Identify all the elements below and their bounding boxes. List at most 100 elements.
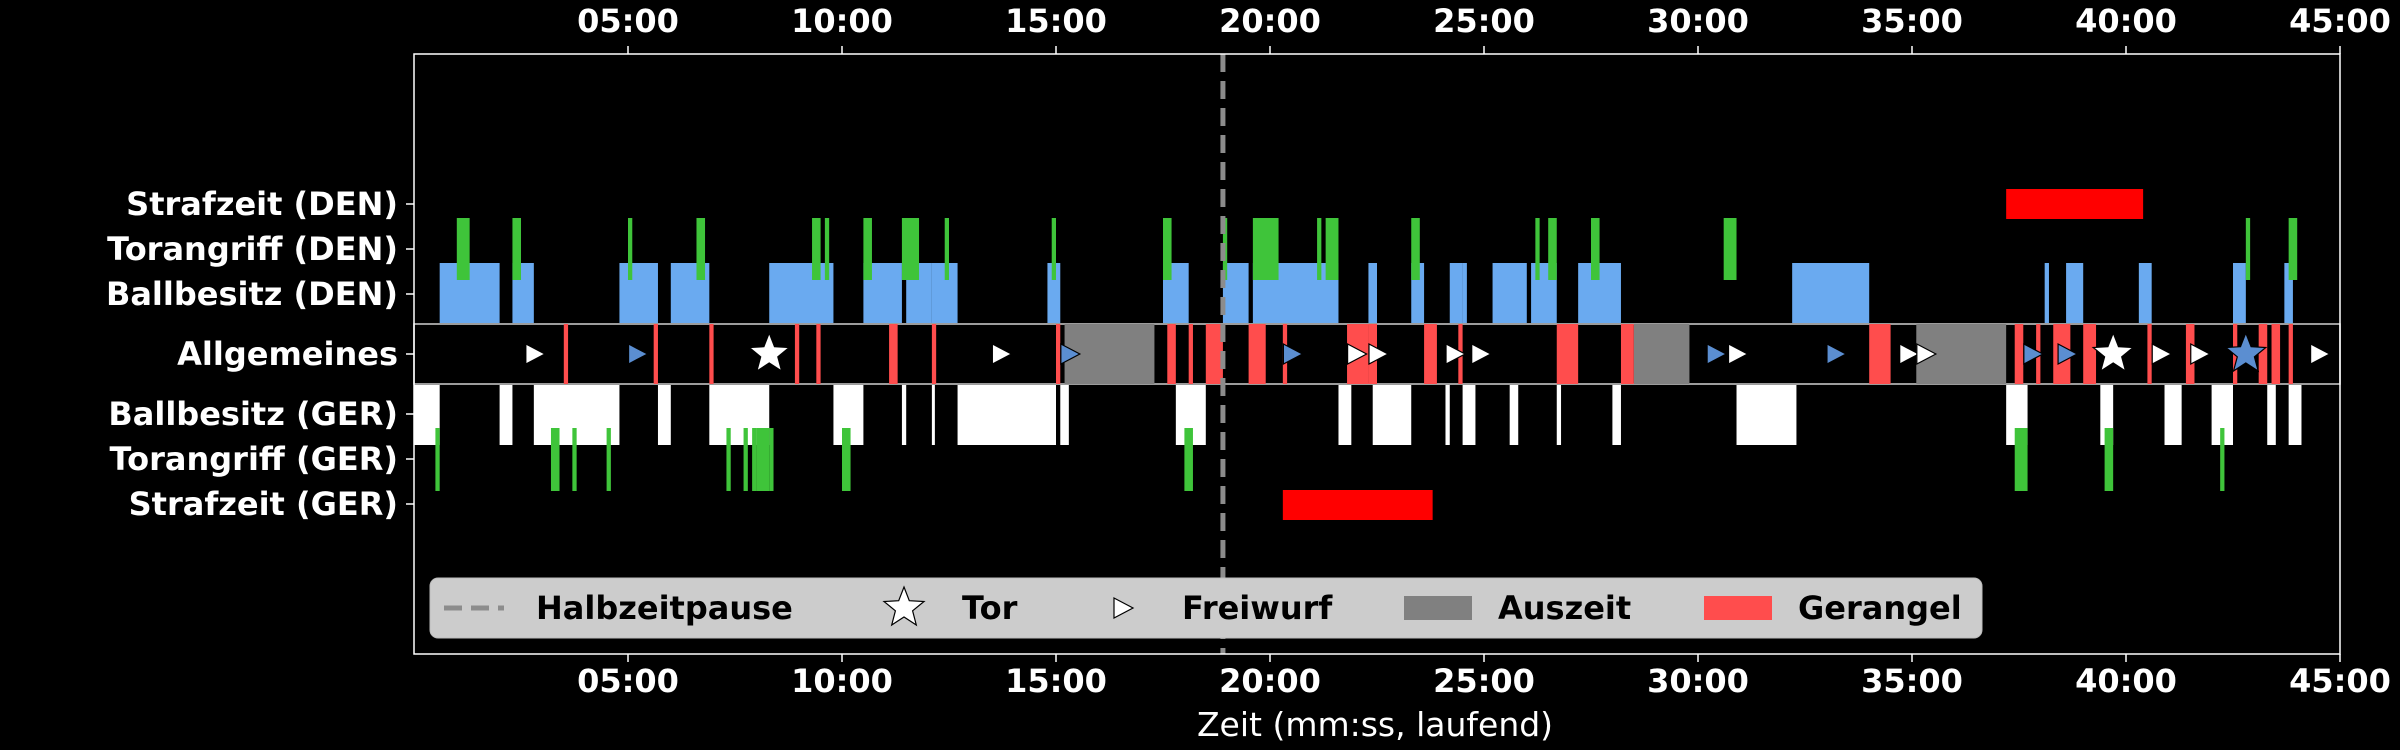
- torangriff-den-bar: [812, 218, 821, 280]
- ballbesitz-den-bar: [2138, 263, 2152, 323]
- y-row-label: Ballbesitz (DEN): [106, 275, 398, 313]
- torangriff-den-bar: [512, 218, 521, 280]
- torangriff-ger-bar: [769, 428, 774, 491]
- gerangel-bar: [1556, 324, 1579, 384]
- x-tick-label-bottom: 30:00: [1647, 662, 1749, 700]
- torangriff-ger-bar: [752, 428, 757, 491]
- event-markers: [525, 331, 2331, 373]
- freiwurf-marker: [1347, 343, 1368, 365]
- gerangel-bar: [794, 324, 800, 384]
- gerangel-bar: [2271, 324, 2281, 384]
- gerangel-bar: [709, 324, 714, 384]
- freiwurf-marker: [627, 343, 649, 365]
- torangriff-ger-bar: [550, 428, 560, 491]
- ballbesitz-ger-bar: [1445, 385, 1450, 445]
- x-axis-title: Zeit (mm:ss, laufend): [1197, 705, 1553, 744]
- ballbesitz-den-bar: [1462, 263, 1467, 323]
- gerangel-bar: [1205, 324, 1223, 384]
- freiwurf-marker: [525, 343, 547, 365]
- torangriff-ger-bar: [2104, 428, 2114, 491]
- ballbesitz-ger-bar: [2164, 385, 2182, 445]
- ballbesitz-ger-bar: [2288, 385, 2302, 445]
- legend: Halbzeitpause Tor Freiwurf Auszeit Gerangel: [429, 577, 1983, 639]
- y-row-label: Allgemeines: [177, 335, 398, 373]
- legend-box: [429, 577, 1983, 639]
- freiwurf-marker: [2023, 343, 2045, 365]
- strafzeit-ger-bar: [1282, 490, 1433, 520]
- tor-marker: [747, 331, 791, 373]
- gerangel-bar: [1248, 324, 1266, 384]
- ballbesitz-ger-bar: [1060, 385, 1069, 445]
- freiwurf-marker: [1282, 343, 1304, 365]
- event-bars: [414, 54, 2302, 654]
- ballbesitz-ger-bar: [1612, 385, 1621, 445]
- ballbesitz-den-bar: [769, 263, 834, 323]
- ballbesitz-ger-bar: [657, 385, 671, 445]
- torangriff-ger-bar: [756, 428, 770, 491]
- torangriff-den-bar: [1548, 218, 1557, 280]
- freiwurf-marker: [1727, 343, 1749, 365]
- torangriff-den-bar: [628, 218, 633, 280]
- gerangel-bar: [1620, 324, 1634, 384]
- gerangel-bar: [1056, 324, 1061, 384]
- gerangel-bar: [2288, 324, 2293, 384]
- torangriff-den-bar: [2245, 218, 2251, 280]
- ballbesitz-den-bar: [2044, 263, 2049, 323]
- auszeit-bar: [1633, 324, 1690, 384]
- torangriff-den-bar: [1325, 218, 1339, 280]
- ballbesitz-ger-bar: [1556, 385, 1562, 445]
- freiwurf-marker: [2151, 343, 2173, 365]
- x-axis-top: 05:00 10:00 15:00 20:00 25:00 30:00 35:00 40:00…: [577, 2, 2391, 54]
- torangriff-den-bar: [2288, 218, 2298, 280]
- x-tick-label-bottom: 05:00: [577, 662, 679, 700]
- ballbesitz-ger-bar: [1372, 385, 1412, 445]
- x-tick-label-top: 05:00: [577, 2, 679, 40]
- torangriff-den-bar: [1591, 218, 1600, 280]
- strafzeit-den-bar: [2006, 189, 2144, 219]
- ballbesitz-ger-bar: [1736, 385, 1797, 445]
- torangriff-den-bar: [824, 218, 830, 280]
- legend-label: Gerangel: [1798, 589, 1962, 627]
- ballbesitz-den-bar: [1449, 263, 1463, 323]
- gerangel-bar: [563, 324, 569, 384]
- torangriff-ger-bar: [606, 428, 611, 491]
- torangriff-den-bar: [1163, 218, 1172, 280]
- x-tick-label-top: 15:00: [1005, 2, 1107, 40]
- torangriff-ger-bar: [2014, 428, 2028, 491]
- x-tick-label-top: 45:00: [2289, 2, 2391, 40]
- freiwurf-marker: [2310, 343, 2331, 365]
- torangriff-ger-bar: [572, 428, 577, 491]
- ballbesitz-ger-bar: [1338, 385, 1352, 445]
- x-axis-bottom: 05:00 10:00 15:00 20:00 25:00 30:00 35:00 40:00…: [577, 654, 2391, 700]
- gerangel-bar: [2083, 324, 2097, 384]
- freiwurf-marker: [2190, 343, 2212, 365]
- gerangel-bar: [1167, 324, 1176, 384]
- freiwurf-marker: [1368, 343, 1390, 365]
- x-tick-label-bottom: 45:00: [2289, 662, 2391, 700]
- freiwurf-marker: [1899, 343, 1921, 365]
- tor-marker: [2224, 331, 2268, 373]
- x-tick-label-bottom: 35:00: [1861, 662, 1963, 700]
- gerangel-bar: [889, 324, 898, 384]
- gerangel-bar: [1869, 324, 1891, 384]
- legend-label: Tor: [962, 589, 1018, 627]
- torangriff-den-bar: [1411, 218, 1420, 280]
- ballbesitz-ger-bar: [1462, 385, 1476, 445]
- legend-label: Halbzeitpause: [536, 589, 793, 627]
- freiwurf-marker: [991, 343, 1013, 365]
- x-tick-label-bottom: 15:00: [1005, 662, 1107, 700]
- torangriff-ger-bar: [842, 428, 851, 491]
- gerangel-bar: [2258, 324, 2268, 384]
- torangriff-den-bar: [1723, 218, 1737, 280]
- torangriff-ger-bar: [435, 428, 440, 491]
- freiwurf-marker: [2057, 343, 2079, 365]
- x-tick-label-top: 20:00: [1219, 2, 1321, 40]
- x-tick-label-bottom: 40:00: [2075, 662, 2177, 700]
- tor-marker: [2091, 331, 2135, 373]
- freiwurf-marker: [1706, 343, 1728, 365]
- torangriff-den-bar: [1317, 218, 1322, 280]
- freiwurf-marker: [1060, 343, 1082, 365]
- torangriff-den-bar: [901, 218, 920, 280]
- freiwurf-marker: [1471, 343, 1493, 365]
